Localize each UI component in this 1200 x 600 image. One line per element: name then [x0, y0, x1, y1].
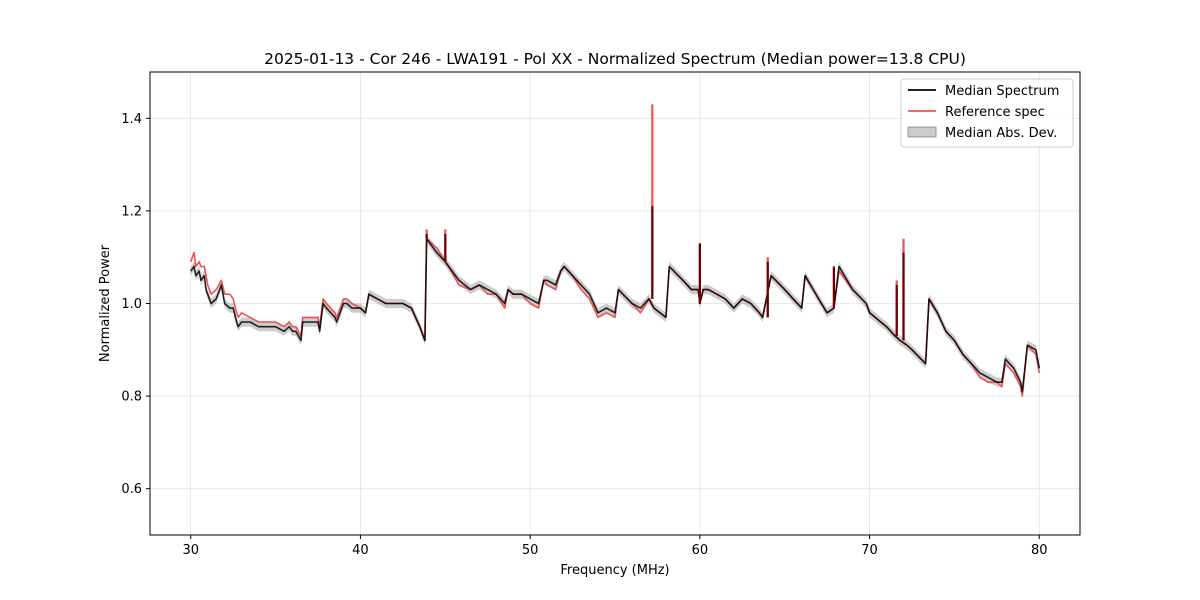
legend-box	[900, 78, 1074, 148]
x-tick-label: 50	[522, 543, 539, 558]
x-tick-label: 80	[1031, 543, 1048, 558]
legend-label-reference: Reference spec	[945, 105, 1045, 120]
x-axis-label: Frequency (MHz)	[560, 563, 669, 578]
legend-label-mad: Median Abs. Dev.	[945, 126, 1057, 141]
y-axis-label: Normalized Power	[98, 244, 113, 362]
median-spectrum-line	[190, 237, 1041, 393]
legend: Median Spectrum Reference spec Median Ab…	[900, 78, 1074, 148]
axis-ticks: 30 40 50 60 70 80 0.6 0.8 1.0 1.2 1.4	[121, 112, 1047, 558]
plot-area	[189, 104, 1041, 397]
y-tick-label: 1.4	[121, 112, 142, 127]
legend-label-median: Median Spectrum	[945, 84, 1059, 99]
chart-title: 2025-01-13 - Cor 246 - LWA191 - Pol XX -…	[264, 50, 966, 68]
legend-swatch-mad	[907, 126, 937, 138]
x-tick-label: 40	[352, 543, 369, 558]
y-tick-label: 1.2	[121, 204, 142, 219]
y-tick-label: 0.6	[121, 482, 142, 497]
y-tick-label: 1.0	[121, 297, 142, 312]
y-tick-label: 0.8	[121, 390, 142, 405]
x-tick-label: 70	[861, 543, 878, 558]
x-tick-label: 60	[692, 543, 709, 558]
x-tick-label: 30	[182, 543, 199, 558]
